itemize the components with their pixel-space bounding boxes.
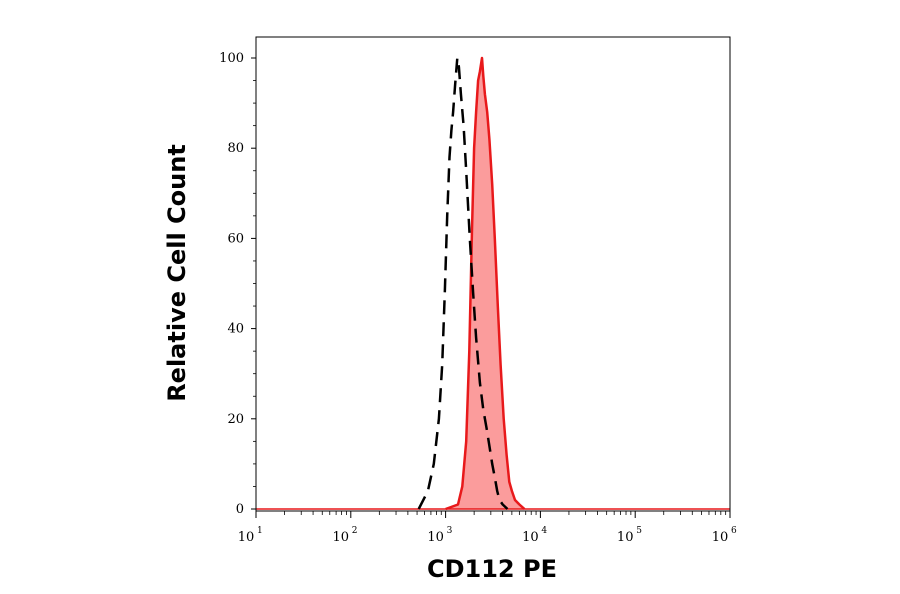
x-tick-exponent: 5	[636, 526, 642, 536]
x-tick-base: 10	[522, 530, 539, 545]
x-tick-exponent: 1	[257, 526, 263, 536]
x-axis-title: CD112 PE	[427, 555, 557, 583]
series-0-line	[445, 56, 526, 511]
y-tick-label-0: 0	[236, 502, 244, 517]
y-tick-label-1: 20	[227, 412, 244, 427]
y-tick-label-5: 100	[219, 51, 244, 66]
x-tick-base: 10	[427, 530, 444, 545]
y-tick-label-4: 80	[227, 141, 244, 156]
x-tick-label-2: 10 3	[427, 526, 452, 545]
series-0-fill	[445, 58, 525, 509]
x-tick-base: 10	[712, 530, 729, 545]
series-1-line	[417, 56, 509, 510]
x-tick-exponent: 3	[447, 526, 453, 536]
x-tick-base: 10	[238, 530, 255, 545]
x-tick-label-4: 10 5	[617, 526, 642, 545]
plot-frame	[255, 36, 731, 512]
y-axis-title: Relative Cell Count	[163, 144, 191, 402]
x-tick-label-5: 10 6	[712, 526, 737, 545]
x-tick-label-0: 10 1	[238, 526, 263, 545]
x-tick-label-1: 10 2	[333, 526, 358, 545]
x-tick-base: 10	[333, 530, 350, 545]
y-tick-label-2: 40	[227, 322, 244, 337]
x-tick-exponent: 2	[352, 526, 358, 536]
x-tick-label-3: 10 4	[522, 526, 547, 545]
y-tick-label-3: 60	[227, 231, 244, 246]
x-tick-exponent: 4	[541, 526, 547, 536]
x-tick-base: 10	[617, 530, 634, 545]
x-tick-exponent: 6	[731, 526, 737, 536]
